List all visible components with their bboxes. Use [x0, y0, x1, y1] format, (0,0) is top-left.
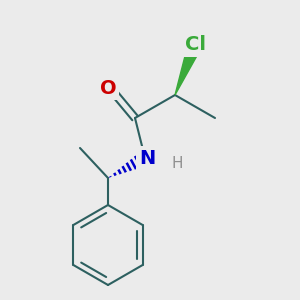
Polygon shape [175, 42, 202, 95]
Text: Cl: Cl [184, 35, 206, 55]
Text: H: H [171, 155, 183, 170]
Text: N: N [139, 148, 155, 167]
Text: O: O [100, 79, 116, 98]
